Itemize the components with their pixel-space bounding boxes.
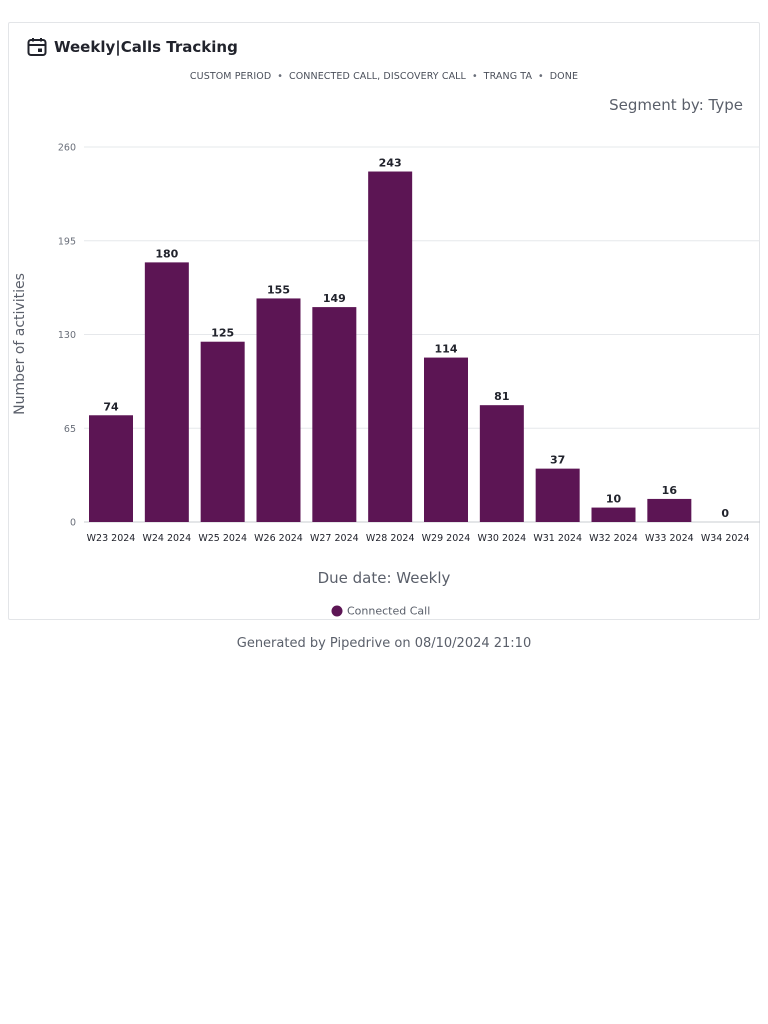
segment-by-label[interactable]: Segment by: Type (609, 96, 743, 114)
report-title: Weekly|Calls Tracking (54, 38, 238, 56)
bar (256, 298, 301, 522)
bar (200, 341, 245, 522)
x-tick-label: W33 2024 (645, 533, 694, 544)
x-tick-label: W26 2024 (254, 533, 303, 544)
separator-dot: • (538, 71, 544, 82)
filter-activity-type: CONNECTED CALL, DISCOVERY CALL (288, 71, 466, 82)
separator-dot: • (471, 71, 478, 82)
bar-value-label: 37 (550, 454, 565, 467)
filter-status: DONE (549, 71, 579, 82)
filter-period: CUSTOM PERIOD (189, 71, 272, 82)
y-tick-label: 0 (70, 518, 76, 529)
separator-dot: • (277, 71, 283, 82)
bar-value-label: 0 (721, 507, 729, 520)
bar-value-label: 114 (435, 343, 458, 356)
bar-chart: 0 65 130 195 260 Number of activities 74 W23 20… (12, 143, 760, 618)
filter-owner: TRANG TA (483, 71, 533, 82)
y-axis-label: Number of activities (12, 273, 28, 415)
y-tick-label: 260 (58, 143, 76, 154)
bar (89, 415, 133, 522)
x-tick-label: W28 2024 (366, 533, 415, 544)
x-tick-label: W32 2024 (589, 533, 638, 544)
bar-value-label: 155 (267, 283, 290, 296)
y-tick-label: 65 (64, 424, 76, 435)
calendar-icon (27, 37, 47, 57)
report-header: Weekly|Calls Tracking (27, 37, 238, 57)
bar-value-label: 149 (323, 292, 346, 305)
y-tick-label: 130 (58, 330, 76, 341)
x-tick-label: W24 2024 (142, 533, 191, 544)
bar (368, 171, 413, 522)
x-tick-label: W31 2024 (533, 533, 582, 544)
bar (535, 468, 580, 522)
x-tick-label: W23 2024 (87, 533, 136, 544)
bar (591, 507, 636, 522)
x-tick-label: W27 2024 (310, 533, 359, 544)
bar (647, 498, 692, 522)
bar-value-label: 74 (103, 400, 119, 413)
bar-value-label: 243 (379, 157, 402, 170)
bar-value-label: 10 (606, 493, 622, 506)
filter-summary: CUSTOM PERIOD • CONNECTED CALL, DISCOVERY … (9, 71, 759, 82)
legend-label: Connected Call (347, 605, 430, 618)
bar-value-label: 180 (155, 247, 178, 260)
y-tick-label: 195 (58, 236, 76, 247)
x-tick-label: W29 2024 (422, 533, 471, 544)
x-tick-label: W30 2024 (477, 533, 526, 544)
x-tick-label: W25 2024 (198, 533, 247, 544)
bar-value-label: 125 (211, 327, 234, 340)
bar-value-label: 81 (494, 390, 509, 403)
bar-value-label: 16 (662, 484, 678, 497)
legend-marker (331, 605, 343, 617)
generated-footer: Generated by Pipedrive on 08/10/2024 21:… (236, 636, 532, 651)
bar (144, 262, 189, 522)
x-axis-label: Due date: Weekly (318, 569, 451, 587)
bar (312, 307, 357, 522)
bar (479, 405, 524, 522)
bar (424, 357, 468, 522)
x-tick-label: W34 2024 (701, 533, 750, 544)
